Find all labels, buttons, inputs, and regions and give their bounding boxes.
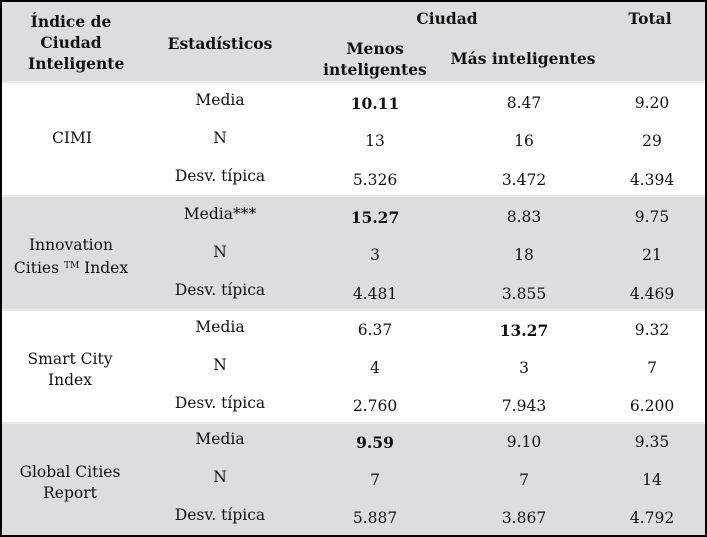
header-mas-inteligentes: Más inteligentes [450,49,596,68]
header-index-line-3: Inteligente [28,54,125,73]
stat-label: N [213,468,227,486]
stat-label: Media [195,91,245,109]
value-menos: 15.27 [350,208,400,227]
stat-label: N [213,356,227,374]
index-label-line: Cities TM Index [10,256,132,279]
value-mas: 9.10 [506,433,542,451]
value-menos: 4.481 [352,285,398,303]
index-label: Smart City Index [20,349,120,391]
stat-label: Desv. típica [174,167,266,185]
index-label-line: CIMI [52,129,92,147]
value-mas: 7 [519,471,529,489]
value-mas: 16 [514,132,534,150]
header-menos-inteligentes: Menos inteligentes [320,38,430,80]
group-global-cities-report: Global Cities Report Media 9.59 9.10 9.3… [2,422,705,535]
value-total: 9.20 [634,94,670,112]
value-menos: 6.37 [357,321,393,339]
group-smart-city-index: Smart City Index Media 6.37 13.27 9.32 N… [2,309,705,422]
value-menos: 5.326 [352,171,398,189]
index-label-index: Index [84,259,129,277]
index-label-line: Index [48,371,92,389]
header-index-line-1: Índice de [30,12,112,31]
value-total: 7 [647,359,657,377]
value-menos: 7 [370,471,380,489]
stat-label: Desv. típica [174,506,266,524]
value-menos: 13 [365,132,385,150]
value-total: 29 [642,132,662,150]
value-mas: 3 [519,359,529,377]
value-mas: 13.27 [499,321,549,340]
stat-label: N [213,129,227,147]
value-mas: 8.47 [506,94,542,112]
header-index-column: Índice de Ciudad Inteligente [28,11,125,74]
value-menos: 4 [370,359,380,377]
group-cimi: CIMI Media 10.11 8.47 9.20 N 13 16 29 De… [2,81,705,195]
value-total: 9.75 [634,208,670,226]
header-ciudad-group: Ciudad [416,9,478,28]
value-menos: 5.887 [352,509,398,527]
header-index-line-2: Ciudad [40,33,102,52]
stat-label: Media [195,430,245,448]
value-menos: 3 [370,246,380,264]
value-mas: 3.472 [501,171,547,189]
stat-label: N [213,243,227,261]
value-total: 4.394 [629,171,675,189]
value-total: 9.35 [634,433,670,451]
stat-label: Media [195,318,245,336]
index-label-line: Innovation [29,236,113,254]
value-total: 21 [642,246,662,264]
index-label: Innovation Cities TM Index [10,235,132,279]
value-mas: 3.867 [501,509,547,527]
value-menos: 9.59 [356,433,394,452]
value-total: 4.469 [629,285,675,303]
value-total: 4.792 [629,509,675,527]
header-total: Total [628,9,672,28]
header-menos-line-1: Menos [346,39,404,58]
index-label-line: Global Cities [19,463,121,481]
value-mas: 18 [514,246,534,264]
value-mas: 3.855 [501,285,547,303]
value-total: 9.32 [634,321,670,339]
header-statistics: Estadísticos [167,34,273,53]
value-mas: 8.83 [506,208,542,226]
index-label: CIMI [32,128,112,149]
header-menos-line-2: inteligentes [323,60,427,79]
table-header: Índice de Ciudad Inteligente Estadístico… [2,2,705,81]
value-total: 14 [642,471,662,489]
value-total: 6.200 [629,397,675,415]
group-innovation-cities-index: Innovation Cities TM Index Media*** 15.2… [2,195,705,309]
index-label: Global Cities Report [12,462,128,504]
index-label-line: Smart City [27,350,113,368]
value-menos: 2.760 [352,397,398,415]
stat-label: Media*** [183,205,257,223]
index-label-cities: Cities [13,259,60,277]
value-menos: 10.11 [350,94,400,113]
index-label-line: Report [43,484,97,502]
trademark-mark: TM [63,261,80,271]
stat-label: Desv. típica [174,281,266,299]
value-mas: 7.943 [501,397,547,415]
stat-label: Desv. típica [174,394,266,412]
